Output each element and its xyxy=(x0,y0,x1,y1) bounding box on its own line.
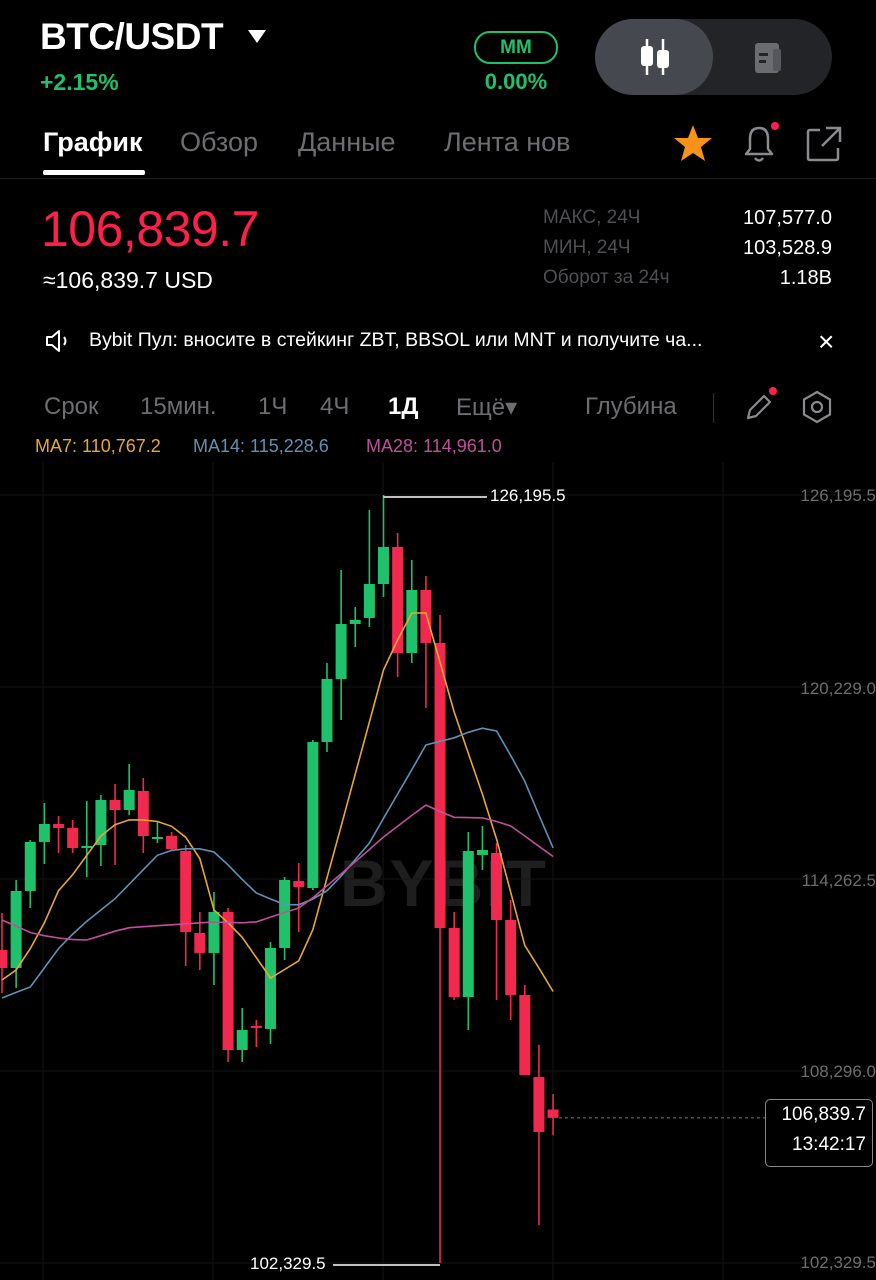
star-icon[interactable] xyxy=(672,122,714,164)
interval-more-dropdown[interactable]: Ещё▾ xyxy=(456,394,518,421)
candle-up xyxy=(151,836,163,839)
interval-1h[interactable]: 1Ч xyxy=(258,393,288,420)
candle-down xyxy=(67,827,79,848)
tabs-divider xyxy=(0,178,876,179)
candlestick-icon xyxy=(641,39,669,75)
stat-label-high: МАКС, 24Ч xyxy=(543,207,641,228)
candle-up xyxy=(123,789,135,810)
chart-view-button[interactable] xyxy=(595,19,713,95)
candle-down xyxy=(137,790,149,836)
candle-up xyxy=(95,799,107,845)
candle-down xyxy=(434,642,446,928)
candle-down xyxy=(420,589,432,643)
tab-chart[interactable]: График xyxy=(43,127,143,157)
depth-button[interactable]: Глубина xyxy=(585,393,677,420)
settings-icon[interactable] xyxy=(800,390,834,424)
max-price-marker: 126,195.5 xyxy=(490,486,566,505)
stat-label-low: МИН, 24Ч xyxy=(543,237,631,258)
pencil-icon[interactable] xyxy=(740,386,780,426)
speaker-icon xyxy=(46,330,67,352)
ma14-line xyxy=(1,727,554,999)
view-toggle[interactable] xyxy=(595,19,832,95)
current-price-value: 106,839.7 xyxy=(781,1104,866,1125)
tab-data[interactable]: Данные xyxy=(298,127,396,157)
announcement-close-button[interactable]: × xyxy=(818,326,835,357)
candle-down xyxy=(250,1025,262,1028)
candle-up xyxy=(10,890,22,968)
y-tick-label: 120,229.0 xyxy=(800,679,876,698)
active-tab-indicator xyxy=(43,170,145,175)
candle-down xyxy=(392,546,404,653)
candle-up xyxy=(279,879,291,948)
min-price-marker: 102,329.5 xyxy=(250,1254,326,1273)
ma14-value: MA14: 115,228.6 xyxy=(193,436,329,456)
candle-up xyxy=(236,1029,248,1050)
candle-up xyxy=(208,911,220,953)
candle-up xyxy=(264,947,276,1029)
candle-up xyxy=(321,678,333,742)
ma7-value: MA7: 110,767.2 xyxy=(35,436,161,456)
candle-down xyxy=(448,927,460,997)
candle-down xyxy=(519,994,531,1075)
candle-down xyxy=(547,1109,559,1118)
tab-overview[interactable]: Обзор xyxy=(180,127,258,157)
candle-countdown: 13:42:17 xyxy=(792,1134,866,1155)
mm-badge[interactable]: MM xyxy=(474,31,558,64)
usd-price: ≈106,839.7 USD xyxy=(43,267,213,293)
ma28-line xyxy=(1,804,554,941)
candle-up xyxy=(38,823,50,842)
candle-down xyxy=(180,850,192,932)
candle-down xyxy=(0,949,8,968)
candle-up xyxy=(378,546,390,584)
current-price-label: 106,839.7 13:42:17 xyxy=(765,1099,873,1167)
ma28-value: MA28: 114,961.0 xyxy=(366,436,502,456)
candle-down xyxy=(166,835,178,849)
candle-down xyxy=(293,880,305,887)
tab-news-feed[interactable]: Лента нов xyxy=(444,127,571,157)
candle-up xyxy=(462,850,474,997)
interval-1d[interactable]: 1Д xyxy=(388,393,419,420)
interval-15m[interactable]: 15мин. xyxy=(140,393,217,420)
candle-down xyxy=(505,919,517,995)
candle-up xyxy=(363,583,375,618)
bell-icon[interactable] xyxy=(738,118,784,168)
candle-up xyxy=(307,741,319,888)
ma7-line xyxy=(1,612,554,992)
candle-up xyxy=(476,849,488,855)
candle-down xyxy=(53,823,65,828)
y-tick-label: 102,329.5 xyxy=(800,1253,876,1272)
interval-period[interactable]: Срок xyxy=(44,393,99,420)
candle-down xyxy=(194,932,206,953)
share-icon[interactable] xyxy=(804,124,844,164)
candle-up xyxy=(406,589,418,653)
stat-value-high: 107,577.0 xyxy=(743,207,832,229)
y-tick-label: 108,296.0 xyxy=(800,1062,876,1081)
candle-down xyxy=(491,852,503,920)
candle-up xyxy=(349,620,361,624)
y-tick-label: 126,195.5 xyxy=(800,486,876,505)
mm-value: 0.00% xyxy=(484,69,548,94)
stat-value-low: 103,528.9 xyxy=(743,237,832,259)
pair-title[interactable]: BTC/USDT xyxy=(40,16,224,57)
info-view-icon[interactable] xyxy=(745,39,785,75)
toolbar-divider xyxy=(713,393,714,423)
candle-down xyxy=(222,911,234,1050)
candle-up xyxy=(335,623,347,679)
candle-up xyxy=(81,845,93,848)
stat-value-turnover: 1.18B xyxy=(779,267,832,289)
candle-down xyxy=(109,799,121,810)
announcement-text[interactable]: Bybit Пул: вносите в стейкинг ZBT, BBSOL… xyxy=(89,329,703,351)
candle-up xyxy=(24,841,36,891)
last-price: 106,839.7 xyxy=(41,201,259,257)
stat-label-turnover: Оборот за 24ч xyxy=(543,267,670,288)
candle-down xyxy=(533,1076,545,1133)
candlestick-chart[interactable] xyxy=(0,462,876,1280)
interval-4h[interactable]: 4Ч xyxy=(320,393,350,420)
price-change-percent: +2.15% xyxy=(40,69,119,95)
y-tick-label: 114,262.5 xyxy=(801,871,876,890)
pair-dropdown-caret-icon[interactable] xyxy=(248,30,266,43)
